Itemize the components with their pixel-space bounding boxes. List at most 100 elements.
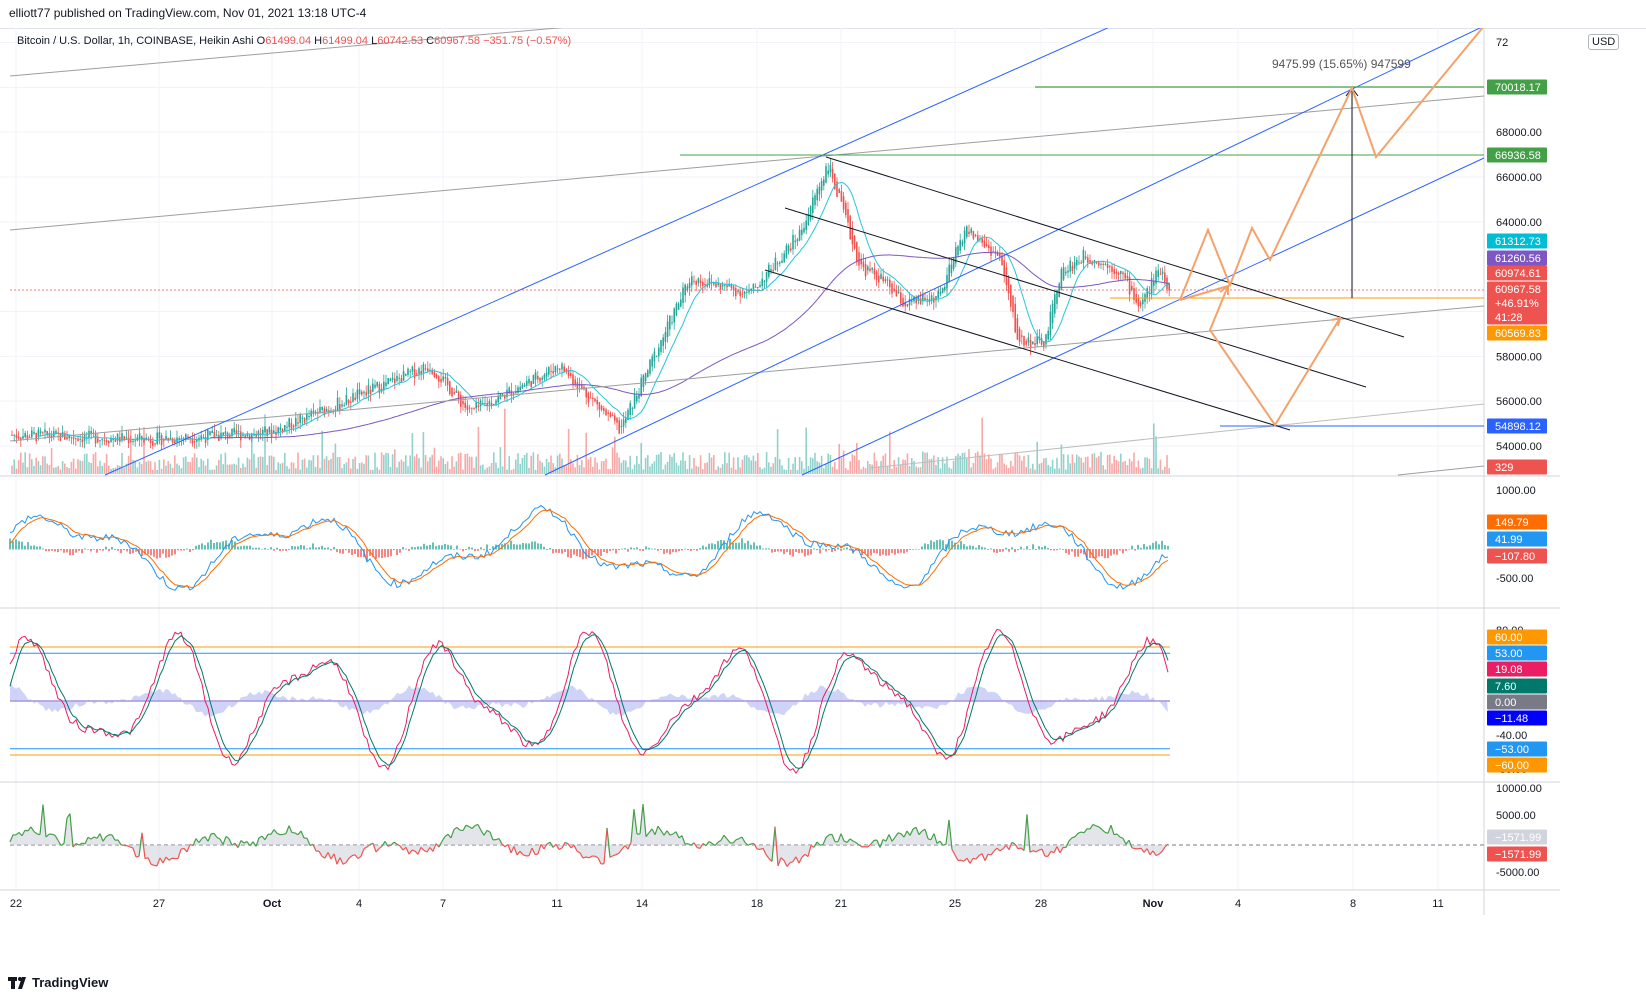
candle-body bbox=[1043, 341, 1045, 348]
volume-bar bbox=[869, 464, 871, 474]
macd-histogram-bar bbox=[1017, 549, 1019, 551]
volume-bar bbox=[284, 452, 286, 474]
volume-bar bbox=[717, 466, 719, 474]
candle-body bbox=[680, 299, 682, 307]
macd-histogram-bar bbox=[612, 549, 614, 551]
candle-body bbox=[589, 397, 592, 399]
volume-bar bbox=[259, 456, 262, 474]
price-tags: 70018.1766936.5861312.7361260.5660974.61… bbox=[1487, 79, 1547, 862]
volume-bar bbox=[757, 452, 759, 474]
volume-bar bbox=[207, 458, 209, 474]
chart-canvas[interactable]: 54000.0056000.0058000.0064000.0066000.00… bbox=[0, 28, 1646, 968]
currency-button[interactable]: USD bbox=[1588, 34, 1620, 50]
low-label: L bbox=[371, 35, 378, 47]
volosc-line-segment bbox=[156, 857, 161, 867]
volosc-line-segment bbox=[1041, 848, 1046, 857]
macd-histogram-bar bbox=[669, 549, 671, 555]
tradingview-logo[interactable]: TradingView bbox=[8, 975, 108, 990]
macd-histogram-bar bbox=[537, 543, 539, 550]
volume-bar bbox=[451, 456, 453, 474]
volume-bar bbox=[715, 469, 717, 474]
volume-bar bbox=[1040, 462, 1043, 474]
candle-body bbox=[13, 434, 15, 436]
volume-bar bbox=[11, 465, 13, 474]
volume-bar bbox=[908, 465, 911, 474]
volume-bar bbox=[882, 455, 884, 474]
macd-histogram-bar bbox=[222, 541, 224, 550]
time-tick-label: 7 bbox=[440, 898, 446, 910]
volume-bar bbox=[508, 456, 510, 474]
volume-bar bbox=[46, 463, 48, 474]
candle-body bbox=[1128, 277, 1131, 295]
volosc-line-segment bbox=[1101, 829, 1106, 833]
macd-histogram-bar bbox=[468, 546, 470, 550]
macd-histogram-bar bbox=[438, 545, 440, 550]
volume-bar bbox=[999, 453, 1001, 474]
volosc-line-segment bbox=[780, 857, 785, 861]
macd-histogram-bar bbox=[471, 547, 473, 550]
macd-histogram-bar bbox=[1044, 545, 1046, 550]
macd-histogram-bar bbox=[36, 546, 38, 550]
candle-body bbox=[616, 418, 618, 423]
volosc-line-segment bbox=[24, 829, 29, 832]
volume-bar bbox=[697, 466, 700, 474]
volosc-line-segment bbox=[696, 846, 701, 849]
candle-body bbox=[163, 440, 165, 442]
macd-histogram-bar bbox=[1119, 549, 1121, 551]
macd-histogram-bar bbox=[846, 547, 848, 550]
blue-channel-upper bbox=[104, 28, 1109, 476]
volosc-line-segment bbox=[45, 833, 50, 838]
candle-body bbox=[281, 428, 284, 433]
candle-body bbox=[22, 435, 24, 439]
macd-histogram-bar bbox=[627, 549, 629, 552]
volume-bar bbox=[719, 467, 722, 474]
time-axis[interactable]: 22 27 Oct 4 7 11 14 18 21 25 28 Nov 4 8 11 bbox=[10, 898, 1444, 910]
macd-histogram-bar bbox=[465, 549, 467, 551]
macd-histogram-bar bbox=[1143, 544, 1145, 550]
candle-body bbox=[598, 402, 601, 410]
volosc-line-segment bbox=[180, 847, 185, 850]
volosc-line-segment bbox=[843, 840, 848, 843]
macd-histogram-bar bbox=[171, 549, 173, 556]
volume-bar bbox=[398, 461, 400, 474]
volosc-line-segment bbox=[102, 836, 107, 842]
macd-histogram-bar bbox=[717, 541, 719, 550]
macd-histogram-bar bbox=[1077, 549, 1079, 557]
volume-bar bbox=[295, 468, 297, 474]
volume-bar bbox=[297, 452, 299, 474]
price-axis[interactable]: 54000.0056000.0058000.0064000.0066000.00… bbox=[1496, 37, 1542, 879]
macd-histogram-bar bbox=[138, 549, 140, 554]
macd-histogram-bar bbox=[1140, 547, 1142, 550]
candle-body bbox=[741, 293, 744, 295]
volume-bar bbox=[15, 468, 18, 474]
volume-bar bbox=[825, 463, 827, 474]
volume-bar bbox=[510, 469, 513, 474]
volume-bar bbox=[83, 454, 86, 474]
time-tick-label: Oct bbox=[263, 898, 282, 910]
macd-histogram-bar bbox=[963, 544, 965, 550]
volume-bar bbox=[475, 456, 477, 474]
candle-body bbox=[319, 407, 321, 413]
volosc-line-segment bbox=[666, 830, 671, 836]
price-tag-text: 60974.61 bbox=[1495, 268, 1541, 280]
volosc-line-segment bbox=[1104, 831, 1109, 834]
volume-bar bbox=[627, 467, 629, 474]
macd-histogram-bar bbox=[531, 541, 533, 550]
candle-body bbox=[77, 438, 79, 442]
volosc-line-segment bbox=[924, 829, 929, 839]
candle-body bbox=[955, 247, 957, 264]
candle-body bbox=[33, 432, 35, 434]
volosc-line-segment bbox=[858, 844, 863, 848]
volosc-line-segment bbox=[657, 825, 662, 831]
volume-bar bbox=[275, 469, 277, 474]
volume-bar bbox=[1104, 469, 1107, 474]
macd-histogram-bar bbox=[930, 540, 932, 550]
volosc-line-segment bbox=[1113, 833, 1118, 836]
volume-bar bbox=[493, 452, 495, 474]
volume-bar bbox=[497, 467, 499, 474]
macd-histogram-bar bbox=[351, 549, 353, 556]
candle-body bbox=[501, 394, 504, 397]
candle-body bbox=[442, 376, 444, 381]
volosc-line-segment bbox=[345, 857, 350, 863]
volosc-line-segment bbox=[372, 843, 377, 853]
